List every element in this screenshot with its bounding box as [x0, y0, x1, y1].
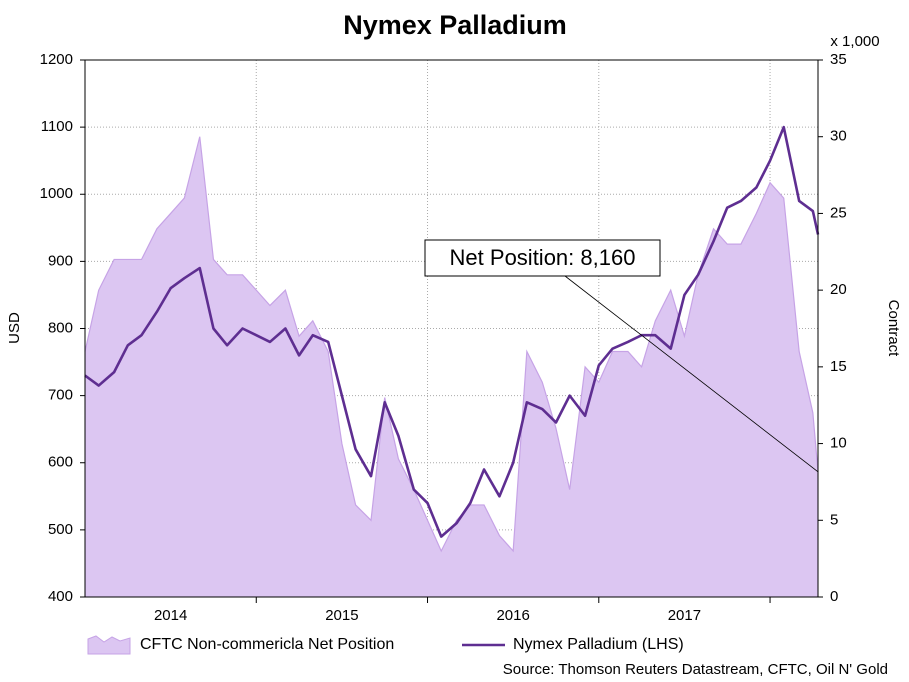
y-tick-label: 1100	[41, 118, 73, 135]
y2-tick-label: 25	[830, 204, 847, 221]
annotation: Net Position: 8,160	[450, 245, 636, 270]
y-tick-label: 500	[48, 521, 73, 538]
x-tick-label: 2014	[154, 607, 187, 624]
plot	[84, 59, 820, 598]
line	[84, 125, 820, 538]
y-tick-label: 800	[48, 319, 73, 336]
y2-unit: x 1,000	[830, 33, 879, 50]
y-tick-label: 700	[48, 387, 73, 404]
x-tick-label: 2017	[668, 607, 701, 624]
y2-tick-label: 20	[830, 281, 847, 298]
y2-tick-label: 35	[830, 51, 847, 68]
area-fill	[85, 136, 818, 597]
y2-tick-label: 30	[830, 128, 847, 145]
annotation-box	[424, 239, 661, 277]
y-axis-label: USD	[6, 312, 23, 344]
chart-title: Nymex Palladium	[343, 10, 567, 40]
y2-tick-label: 5	[830, 511, 838, 528]
y-tick-label: 900	[48, 252, 73, 269]
y-tick-label: 400	[48, 588, 73, 605]
y-tick-label: 600	[48, 454, 73, 471]
y2-tick-label: 15	[830, 358, 847, 375]
legend-label: CFTC Non-commericla Net Position	[140, 636, 394, 653]
x-tick-label: 2015	[325, 607, 358, 624]
y-tick-label: 1200	[40, 51, 73, 68]
x-tick-label: 2016	[496, 607, 529, 624]
annotation-leader	[564, 275, 819, 473]
legend-swatch	[87, 635, 131, 655]
y2-tick-label: 0	[830, 588, 838, 605]
legend-label: Nymex Palladium (LHS)	[513, 636, 684, 653]
source: Source: Thomson Reuters Datastream, CFTC…	[503, 661, 888, 678]
area-edge	[84, 136, 819, 553]
y2-axis-label: Contract	[885, 300, 902, 358]
y2-tick-label: 10	[830, 435, 847, 452]
plot-border	[84, 59, 819, 598]
y-tick-label: 1000	[40, 185, 73, 202]
